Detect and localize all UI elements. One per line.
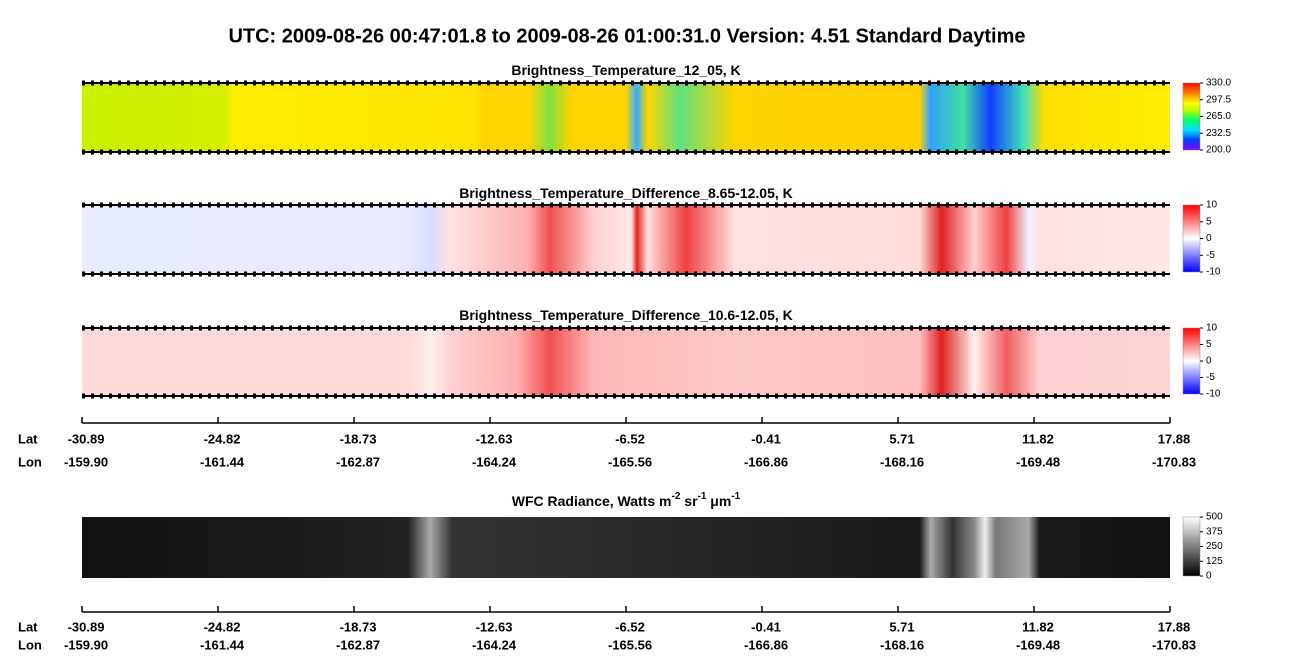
colorbar-label: 330.0: [1206, 78, 1231, 89]
title-run: -1: [698, 491, 707, 502]
title: UTC: 2009-08-26 00:47:01.8 to 2009-08-26…: [228, 25, 1025, 47]
colorbar: [1182, 204, 1201, 273]
lat-tick-label: 5.71: [889, 619, 914, 634]
colorbar: [1182, 82, 1201, 151]
colorbar: [1182, 327, 1201, 395]
lat-tick-label: 17.88: [1158, 431, 1191, 446]
lon-tick-label: -161.44: [200, 454, 245, 469]
lon-tick-label: -159.90: [64, 454, 108, 469]
lon-tick-label: -169.48: [1016, 637, 1060, 652]
title-run: Brightness_Temperature_12_05, K: [511, 62, 740, 78]
lat-tick-label: 11.82: [1022, 619, 1054, 634]
heatmap-strip: [82, 83, 1170, 152]
lat-tick-label: -24.82: [204, 431, 241, 446]
colorbar-label: 297.5: [1206, 94, 1231, 105]
lon-tick-label: -165.56: [608, 637, 652, 652]
lat-tick-label: -12.63: [476, 619, 513, 634]
lon-tick-label: -170.83: [1152, 637, 1196, 652]
lat-tick-label: -30.89: [68, 619, 105, 634]
heatmap-strip: [82, 517, 1170, 578]
lat-tick-label: -18.73: [340, 431, 377, 446]
title-run: Brightness_Temperature_Difference_10.6-1…: [459, 307, 793, 323]
lon-tick-label: -168.16: [880, 454, 924, 469]
lat-tick-label: -12.63: [476, 431, 513, 446]
colorbar-label: 0: [1206, 233, 1212, 244]
lon-label: Lon: [18, 454, 42, 469]
lat-tick-label: -18.73: [340, 619, 377, 634]
lon-tick-label: -162.87: [336, 637, 380, 652]
colorbar-label: 232.5: [1206, 128, 1231, 139]
lon-tick-label: -166.86: [744, 454, 788, 469]
title-run: Brightness_Temperature_Difference_8.65-1…: [459, 185, 793, 201]
lat-tick-label: -6.52: [615, 431, 645, 446]
colorbar-label: 0: [1206, 356, 1212, 367]
lat-tick-label: -24.82: [204, 619, 241, 634]
lat-label: Lat: [18, 619, 38, 634]
title-run: WFC Radiance, Watts m: [512, 493, 672, 509]
colorbar-label: 0: [1206, 571, 1212, 582]
colorbar-label: 125: [1206, 556, 1223, 567]
lat-tick-label: 5.71: [889, 431, 914, 446]
title-run: -1: [731, 491, 740, 502]
lat-tick-label: -0.41: [751, 431, 781, 446]
lon-tick-label: -166.86: [744, 637, 788, 652]
lon-label: Lon: [18, 637, 42, 652]
panel-title: WFC Radiance, Watts m-2 sr-1 μm-1: [512, 491, 741, 509]
colorbar-label: 10: [1206, 200, 1218, 211]
panel-title: Brightness_Temperature_12_05, K: [511, 62, 740, 78]
panel-title: Brightness_Temperature_Difference_8.65-1…: [459, 185, 793, 201]
lon-tick-label: -162.87: [336, 454, 380, 469]
lat-tick-label: -30.89: [68, 431, 105, 446]
lat-tick-label: -6.52: [615, 619, 645, 634]
lon-tick-label: -161.44: [200, 637, 245, 652]
lat-tick-label: -0.41: [751, 619, 781, 634]
colorbar-label: 5: [1206, 216, 1212, 227]
title-run: -2: [671, 491, 680, 502]
heatmap-strip: [82, 328, 1170, 396]
colorbar-label: -10: [1206, 267, 1221, 278]
colorbar-label: 200.0: [1206, 145, 1231, 156]
colorbar-label: 5: [1206, 339, 1212, 350]
colorbar: [1182, 516, 1201, 577]
lon-tick-label: -164.24: [472, 637, 517, 652]
colorbar-label: 265.0: [1206, 111, 1231, 122]
lon-tick-label: -169.48: [1016, 454, 1060, 469]
panel-title: Brightness_Temperature_Difference_10.6-1…: [459, 307, 793, 323]
colorbar-label: 375: [1206, 526, 1223, 537]
colorbar-label: 250: [1206, 541, 1223, 552]
lon-tick-label: -165.56: [608, 454, 652, 469]
lat-tick-label: 17.88: [1158, 619, 1191, 634]
lon-tick-label: -168.16: [880, 637, 924, 652]
title-run: μm: [706, 493, 731, 509]
lon-tick-label: -170.83: [1152, 454, 1196, 469]
lon-tick-label: -164.24: [472, 454, 517, 469]
heatmap-strip: [82, 205, 1170, 274]
colorbar-label: -5: [1206, 372, 1215, 383]
lat-label: Lat: [18, 431, 38, 446]
lat-tick-label: 11.82: [1022, 431, 1054, 446]
lon-tick-label: -159.90: [64, 637, 108, 652]
colorbar-label: -10: [1206, 389, 1221, 400]
title-run: sr: [680, 493, 698, 509]
colorbar-label: -5: [1206, 250, 1215, 261]
colorbar-label: 10: [1206, 323, 1218, 334]
colorbar-label: 500: [1206, 512, 1223, 523]
